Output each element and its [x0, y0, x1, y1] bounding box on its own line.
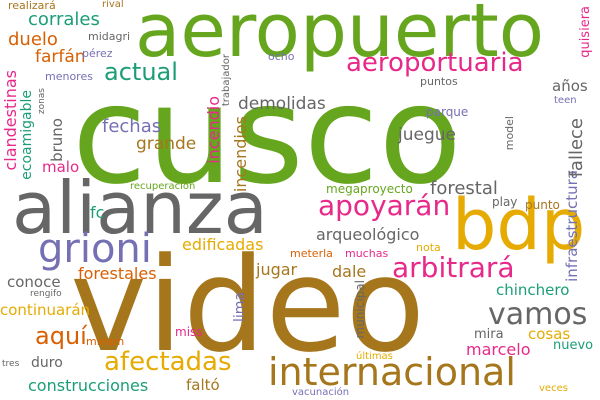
word-aeroportuaria: aeroportuaria — [346, 48, 524, 78]
word-zonas: zonas — [37, 88, 47, 115]
word-grande: grande — [136, 134, 197, 154]
word-ultimas: últimas — [356, 351, 393, 362]
word-teen: teen — [554, 95, 577, 106]
word-ecoamigable: ecoamigable — [19, 90, 35, 180]
word-conoce: conoce — [7, 273, 61, 291]
word-fechas: fechas — [102, 116, 162, 137]
word-vacunacion: vacunación — [292, 387, 350, 398]
word-meterla: meterla — [290, 247, 333, 260]
word-quisiera: quisiera — [578, 6, 593, 58]
word-nota: nota — [416, 241, 441, 254]
word-cosas: cosas — [528, 325, 571, 343]
word-minam: minam — [86, 335, 125, 348]
word-falto: faltó — [186, 376, 220, 394]
word-model: model — [503, 116, 516, 151]
word-grioni: grioni — [38, 226, 152, 272]
word-bdp: bdp — [452, 184, 586, 266]
word-apoyaran: apoyarán — [318, 189, 451, 222]
word-video: video — [70, 229, 426, 381]
word-duro: duro — [31, 355, 63, 371]
word-corrales: corrales — [28, 9, 100, 30]
word-afectadas: afectadas — [104, 347, 232, 377]
word-internacional: internacional — [268, 350, 516, 394]
word-malo: malo — [42, 158, 80, 176]
word-menores: menores — [45, 70, 93, 83]
word-trabajador: trabajador — [221, 54, 232, 107]
word-tres: tres — [2, 359, 20, 369]
word-farfan: farfán — [35, 47, 86, 67]
word-recuperacion: recuperación — [130, 181, 196, 192]
word-miss: miss — [175, 325, 203, 339]
word-construcciones: construcciones — [28, 376, 149, 395]
word-nuevo: nuevo — [553, 338, 594, 353]
word-chinchero: chinchero — [496, 281, 570, 299]
word-arqueologico: arqueológico — [316, 225, 420, 244]
word-rengifo: rengifo — [30, 289, 62, 299]
word-clandestinas: clandestinas — [1, 70, 20, 171]
word-continuaran: continuarán — [0, 301, 91, 319]
word-rival: rival — [102, 0, 124, 10]
word-veces: veces — [539, 383, 568, 394]
word-lima: lima — [232, 292, 248, 322]
word-edificadas: edificadas — [182, 235, 264, 254]
word-infraestructura: infraestructura — [563, 170, 581, 282]
word-realizara: realizará — [8, 0, 56, 12]
word-duelo: duelo — [8, 29, 58, 50]
word-incendio: incendio — [204, 96, 223, 164]
word-mira: mira — [474, 327, 504, 342]
word-punto: punto — [525, 198, 560, 212]
word-cusco: cusco — [72, 57, 462, 215]
word-forestales: forestales — [78, 264, 157, 283]
word-fallece: fallece — [566, 118, 587, 178]
word-vamos: vamos — [488, 297, 588, 332]
word-municipal: municipal — [353, 280, 367, 339]
word-arbitrara: arbitrará — [392, 251, 515, 284]
word-play: play — [492, 195, 518, 209]
word-parque: parque — [426, 105, 469, 119]
word-dale: dale — [332, 262, 367, 281]
word-juegue: juegue — [398, 125, 456, 145]
word-demolidas: demolidas — [238, 94, 326, 114]
word-marcelo: marcelo — [466, 340, 531, 359]
word-aeropuerto: aeropuerto — [135, 0, 545, 74]
word-fc: fc — [90, 203, 105, 222]
word-anos: años — [552, 77, 588, 95]
word-perez: pérez — [82, 47, 113, 60]
word-ocho: ocho — [268, 50, 295, 63]
word-midagri: midagri — [88, 30, 131, 43]
word-forestal: forestal — [430, 178, 498, 199]
word-muchas: muchas — [345, 247, 389, 260]
word-actual: actual — [104, 58, 178, 86]
word-megaproyecto: megaproyecto — [326, 182, 413, 196]
word-aqui: aquí — [35, 322, 87, 350]
word-incendios: incendios — [231, 116, 250, 193]
word-bruno: bruno — [48, 118, 66, 162]
word-jugar: jugar — [256, 260, 298, 279]
word-puntos: puntos — [420, 75, 458, 88]
word-alianza: alianza — [12, 166, 268, 250]
